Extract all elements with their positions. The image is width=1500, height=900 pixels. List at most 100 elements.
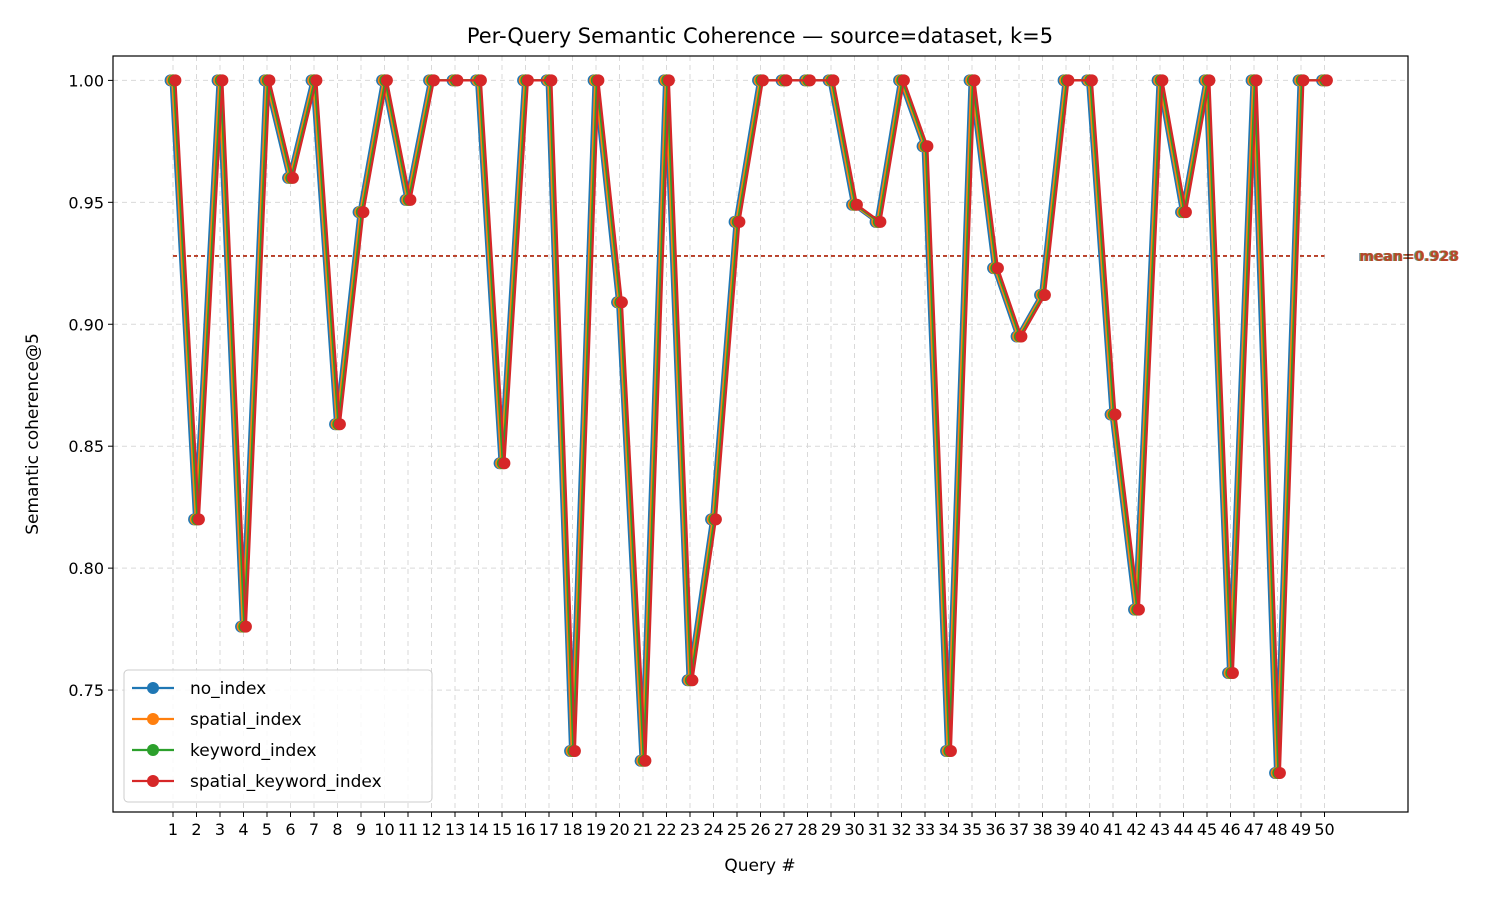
x-tick-label: 25 — [727, 820, 747, 839]
data-point — [756, 74, 769, 87]
data-point — [1273, 766, 1286, 779]
data-point — [404, 193, 417, 206]
data-point — [639, 754, 652, 767]
legend-label: spatial_index — [190, 710, 302, 730]
series-spatial_keyword_index — [169, 74, 1333, 779]
legend-item-spatial_index: spatial_index — [132, 710, 302, 730]
data-point — [1015, 330, 1028, 343]
x-tick-label: 38 — [1032, 820, 1052, 839]
legend-swatch-marker — [147, 713, 159, 725]
data-point — [874, 215, 887, 228]
mean-label-keyword_index: mean=0.928 — [1359, 249, 1459, 265]
x-tick-label: 29 — [821, 820, 841, 839]
data-point — [921, 140, 934, 153]
x-tick-label: 31 — [868, 820, 888, 839]
data-point — [545, 74, 558, 87]
x-tick-label: 32 — [891, 820, 911, 839]
data-point — [1109, 408, 1122, 421]
data-point — [850, 198, 863, 211]
series-line-no_index — [169, 79, 1323, 775]
series-line-keyword_index — [172, 79, 1326, 775]
data-point — [1226, 666, 1239, 679]
x-axis-label: Query # — [724, 856, 795, 876]
y-tick-label: 0.75 — [68, 681, 104, 700]
x-tick-label: 5 — [262, 820, 272, 839]
data-point — [169, 74, 182, 87]
x-tick-label: 48 — [1267, 820, 1287, 839]
x-tick-label: 12 — [421, 820, 441, 839]
y-tick-label: 0.95 — [68, 193, 104, 212]
x-tick-label: 23 — [680, 820, 700, 839]
x-tick-label: 37 — [1009, 820, 1029, 839]
legend-label: keyword_index — [190, 741, 317, 761]
legend-item-spatial_keyword_index: spatial_keyword_index — [132, 772, 382, 792]
data-point — [733, 215, 746, 228]
x-tick-label: 16 — [515, 820, 535, 839]
x-tick-label: 17 — [539, 820, 559, 839]
data-point — [615, 296, 628, 309]
legend-swatch-marker — [147, 682, 159, 694]
x-tick-label: 28 — [797, 820, 817, 839]
y-axis-label: Semantic coherence@5 — [23, 333, 43, 535]
x-tick-label: 13 — [445, 820, 465, 839]
x-tick-label: 43 — [1150, 820, 1170, 839]
data-point — [286, 171, 299, 184]
legend-item-keyword_index: keyword_index — [132, 741, 317, 761]
x-axis: 1 2 3 4 5 6 7 8 9 10 11 12 13 14 15 16 17 18 19 20 21 22 23 24 2… — [168, 812, 1335, 839]
x-tick-label: 41 — [1103, 820, 1123, 839]
x-tick-label: 14 — [468, 820, 488, 839]
data-point — [568, 745, 581, 758]
data-point — [1085, 74, 1098, 87]
legend: no_index spatial_index keyword_indexspatia… — [123, 669, 433, 803]
legend-swatch-marker — [147, 775, 159, 787]
data-point — [686, 674, 699, 687]
data-point — [239, 620, 252, 633]
x-tick-label: 39 — [1056, 820, 1076, 839]
y-tick-label: 0.90 — [68, 315, 104, 334]
data-point — [592, 74, 605, 87]
x-tick-label: 9 — [356, 820, 366, 839]
series-line-spatial_index — [171, 79, 1324, 775]
legend-swatch-marker — [147, 744, 159, 756]
data-point — [380, 74, 393, 87]
x-tick-label: 49 — [1291, 820, 1311, 839]
legend-label: no_index — [190, 679, 266, 699]
x-tick-label: 20 — [609, 820, 629, 839]
x-tick-label: 27 — [774, 820, 794, 839]
legend-item-no_index: no_index — [132, 679, 266, 699]
mean-label-spatial_keyword_index: mean=0.928 — [1360, 249, 1460, 265]
y-axis: 0.75 0.80 0.85 0.90 0.95 1.00 — [68, 71, 113, 700]
x-tick-label: 44 — [1173, 820, 1193, 839]
data-point — [662, 74, 675, 87]
data-point — [1297, 74, 1310, 87]
x-tick-label: 36 — [985, 820, 1005, 839]
x-tick-label: 8 — [332, 820, 342, 839]
chart-title: Per-Query Semantic Coherence — source=da… — [467, 24, 1053, 48]
y-tick-label: 1.00 — [68, 71, 104, 90]
data-point — [944, 745, 957, 758]
x-tick-label: 11 — [398, 820, 418, 839]
y-tick-label: 0.85 — [68, 437, 104, 456]
data-point — [192, 513, 205, 526]
x-tick-label: 30 — [844, 820, 864, 839]
data-point — [1062, 74, 1075, 87]
x-tick-label: 22 — [656, 820, 676, 839]
data-point — [357, 206, 370, 219]
data-point — [1320, 74, 1333, 87]
data-point — [803, 74, 816, 87]
x-tick-label: 4 — [238, 820, 248, 839]
x-tick-label: 34 — [938, 820, 958, 839]
data-point — [1132, 603, 1145, 616]
data-point — [780, 74, 793, 87]
legend-label: spatial_keyword_index — [190, 772, 382, 792]
data-point — [1203, 74, 1216, 87]
data-point — [333, 418, 346, 431]
x-tick-label: 6 — [285, 820, 295, 839]
data-point — [474, 74, 487, 87]
series-line-spatial_keyword_index — [174, 79, 1327, 775]
x-tick-label: 50 — [1314, 820, 1334, 839]
data-point — [1038, 288, 1051, 301]
data-point — [310, 74, 323, 87]
x-tick-label: 19 — [586, 820, 606, 839]
